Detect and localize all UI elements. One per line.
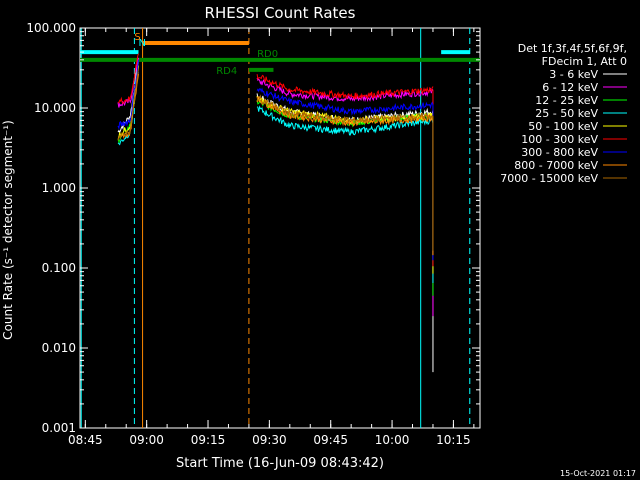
x-tick-label-6: 10:15 — [436, 433, 471, 447]
y-tick-label-4: 10.000 — [34, 101, 76, 115]
legend-label-6: 300 - 800 keV — [521, 146, 598, 159]
x-tick-label-3: 09:30 — [252, 433, 287, 447]
footer-date: 15-Oct-2021 01:17 — [560, 469, 636, 478]
legend-label-3: 25 - 50 keV — [535, 107, 598, 120]
y-axis-ticks: 0.001 0.010 0.100 1.000 10.000 100.000 — [26, 21, 480, 435]
x-tick-label-4: 09:45 — [313, 433, 348, 447]
flag-label-3: RD0 — [257, 49, 278, 60]
y-tick-label-2: 0.100 — [42, 261, 76, 275]
legend-label-8: 7000 - 15000 keV — [500, 172, 598, 185]
legend-header-0: Det 1f,3f,4f,5f,6f,9f, — [518, 42, 627, 55]
x-tick-label-0: 08:45 — [68, 433, 103, 447]
legend-label-4: 50 - 100 keV — [528, 120, 598, 133]
chart-title: RHESSI Count Rates — [205, 4, 356, 22]
y-axis-label: Count Rate (s⁻¹ detector segment⁻¹) — [1, 120, 15, 340]
x-tick-label-5: 10:00 — [375, 433, 410, 447]
series-line-3-1 — [256, 105, 434, 136]
flag-bars: SN RD0 RD4 — [80, 32, 480, 77]
series-line-5-1 — [256, 74, 434, 100]
legend-label-0: 3 - 6 keV — [549, 68, 598, 81]
series-line-1-1 — [256, 77, 434, 103]
x-tick-label-2: 09:15 — [191, 433, 226, 447]
series-line-7-1 — [256, 95, 434, 127]
series-line-8-0 — [117, 68, 139, 141]
flag-label-4: RD4 — [216, 66, 237, 77]
series-lines — [117, 53, 434, 373]
legend: Det 1f,3f,4f,5f,6f,9f,FDecim 1, Att 03 -… — [500, 42, 627, 185]
series-line-5-0 — [117, 53, 139, 104]
y-tick-label-0: 0.001 — [42, 421, 76, 435]
legend-label-5: 100 - 300 keV — [521, 133, 598, 146]
y-tick-label-5: 100.000 — [26, 21, 76, 35]
y-tick-label-3: 1.000 — [42, 181, 76, 195]
series-line-8-1 — [256, 94, 434, 125]
plot-area — [79, 27, 481, 429]
flag-label-1: S — [134, 32, 140, 43]
vertical-markers — [80, 28, 471, 428]
flag-label-2: N — [138, 38, 145, 49]
x-tick-label-1: 09:00 — [129, 433, 164, 447]
legend-label-7: 800 - 7000 keV — [514, 159, 598, 172]
x-axis-ticks: 08:45 09:00 09:15 09:30 09:45 10:00 10:15 — [68, 28, 475, 447]
series-line-6-0 — [117, 59, 139, 131]
x-axis-label: Start Time (16-Jun-09 08:43:42) — [176, 456, 384, 471]
legend-label-2: 12 - 25 keV — [535, 94, 598, 107]
plot-frame — [79, 27, 481, 429]
legend-label-1: 6 - 12 keV — [542, 81, 598, 94]
y-tick-label-1: 0.010 — [42, 341, 76, 355]
legend-header-1: FDecim 1, Att 0 — [542, 55, 627, 68]
series-line-6-1 — [256, 87, 434, 116]
